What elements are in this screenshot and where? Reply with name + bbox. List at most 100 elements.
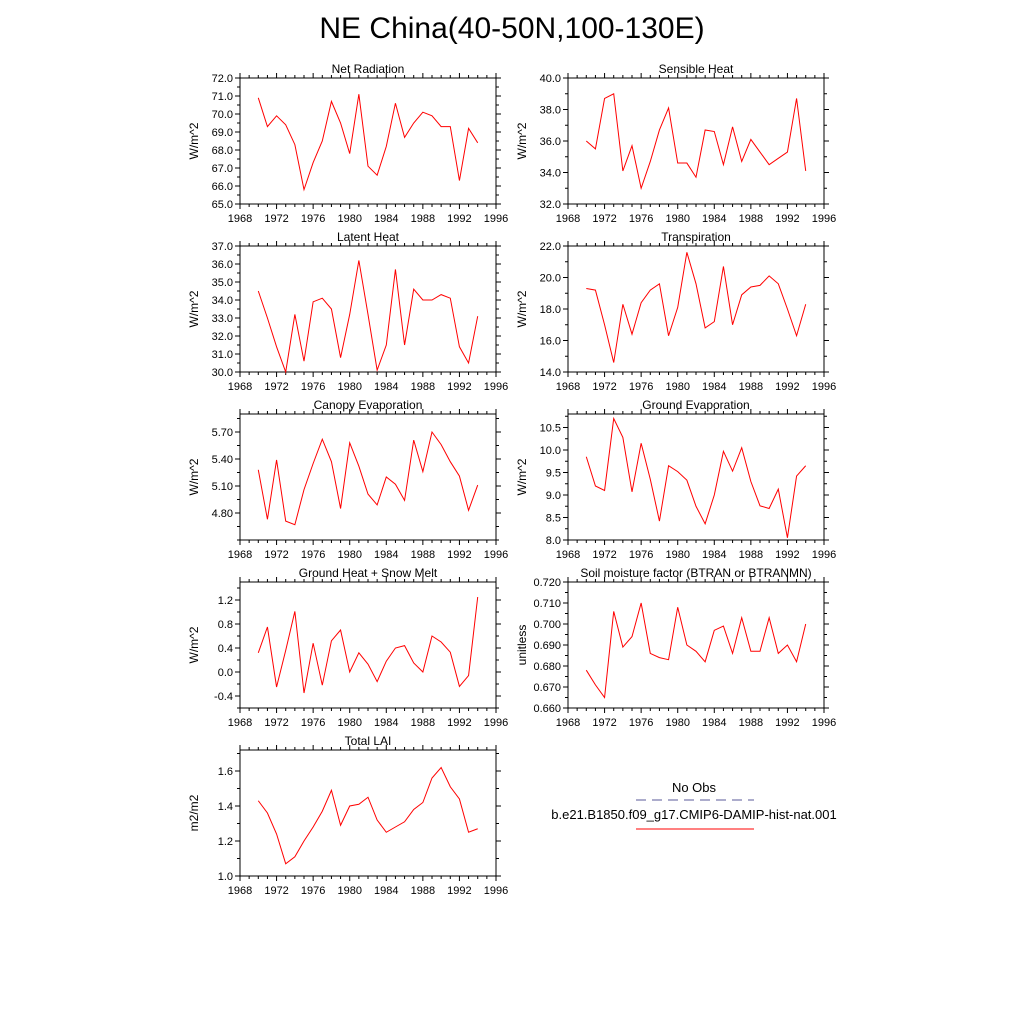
y-tick-label: 0.670 (533, 682, 561, 694)
x-tick-label: 1996 (484, 381, 508, 393)
series-line (257, 596, 479, 694)
x-tick-label: 1988 (411, 213, 435, 225)
x-tick-label: 1996 (812, 381, 836, 393)
y-tick-label: 22.0 (540, 241, 561, 253)
series-line (586, 252, 807, 363)
x-tick-label: 1992 (447, 381, 471, 393)
x-tick-label: 1992 (447, 885, 471, 897)
y-tick-label: 9.5 (546, 468, 561, 480)
y-tick-label: 40.0 (540, 73, 561, 85)
panel-frame (239, 749, 497, 877)
y-tick-label: 8.5 (546, 513, 561, 525)
panel-3: Latent Heat W/m^2 1968 1972 1976 1980 1984 1988… (187, 230, 508, 393)
x-tick-label: 1992 (447, 717, 471, 729)
series-line (585, 602, 807, 699)
x-tick-label: 1984 (374, 549, 398, 561)
y-tick-label: 35.0 (212, 277, 233, 289)
y-tick-label: 20.0 (540, 273, 561, 285)
y-tick-label: 32.0 (540, 199, 561, 211)
panel-title: Sensible Heat (659, 62, 734, 76)
x-tick-label: 1972 (264, 381, 288, 393)
y-tick-label: 34.0 (540, 168, 561, 180)
x-tick-label: 1988 (411, 381, 435, 393)
series-line (257, 260, 479, 374)
x-tick-label: 1968 (556, 549, 580, 561)
y-tick-label: 0.700 (533, 619, 561, 631)
x-tick-label: 1968 (228, 381, 252, 393)
y-tick-label: 38.0 (540, 105, 561, 117)
x-tick-label: 1968 (556, 381, 580, 393)
y-tick-label: 71.0 (212, 91, 233, 103)
series-line (257, 766, 478, 865)
x-tick-label: 1988 (739, 717, 763, 729)
panel-1: Net Radiation W/m^2 1968 1972 1976 1980 1984 19… (187, 62, 508, 225)
x-tick-label: 1976 (301, 213, 325, 225)
x-tick-label: 1968 (556, 717, 580, 729)
y-tick-label: 8.0 (546, 535, 561, 547)
y-axis-label: W/m^2 (187, 458, 201, 495)
x-tick-label: 1992 (775, 549, 799, 561)
x-tick-label: 1980 (665, 213, 689, 225)
panel-9: Total LAI m2/m2 1968 1972 1976 1980 1984 1988 19… (187, 734, 508, 897)
series-line (257, 94, 479, 192)
x-tick-label: 1972 (264, 549, 288, 561)
y-tick-label: 4.80 (212, 508, 233, 520)
x-tick-label: 1972 (592, 381, 616, 393)
x-tick-label: 1988 (739, 549, 763, 561)
x-tick-label: 1968 (228, 549, 252, 561)
x-tick-label: 1972 (592, 549, 616, 561)
y-tick-label: 0.4 (218, 643, 233, 655)
x-tick-label: 1980 (337, 717, 361, 729)
x-tick-label: 1996 (484, 213, 508, 225)
y-tick-label: 16.0 (540, 336, 561, 348)
y-axis-label: W/m^2 (187, 122, 201, 159)
y-tick-label: 67.0 (212, 163, 233, 175)
x-tick-label: 1980 (337, 549, 361, 561)
y-tick-label: 9.0 (546, 490, 561, 502)
x-tick-label: 1976 (629, 213, 653, 225)
y-tick-label: 33.0 (212, 313, 233, 325)
panel-frame (239, 77, 497, 205)
y-axis-label: W/m^2 (515, 122, 529, 159)
x-tick-label: 1968 (556, 213, 580, 225)
x-tick-label: 1996 (484, 549, 508, 561)
y-tick-label: 30.0 (212, 367, 233, 379)
y-axis-label: W/m^2 (187, 626, 201, 663)
legend-label-no-obs: No Obs (672, 780, 717, 795)
x-tick-label: 1988 (411, 885, 435, 897)
x-tick-label: 1972 (264, 213, 288, 225)
x-tick-label: 1984 (702, 717, 726, 729)
x-tick-label: 1972 (592, 717, 616, 729)
x-tick-label: 1996 (484, 885, 508, 897)
panel-5: Canopy Evaporation W/m^2 1968 1972 1976 1980 1… (187, 398, 508, 561)
x-tick-label: 1976 (301, 381, 325, 393)
x-tick-label: 1996 (812, 213, 836, 225)
y-tick-label: 68.0 (212, 145, 233, 157)
x-tick-label: 1996 (812, 717, 836, 729)
x-tick-label: 1976 (301, 717, 325, 729)
y-tick-label: 36.0 (212, 259, 233, 271)
y-tick-label: 31.0 (212, 349, 233, 361)
x-tick-label: 1984 (374, 381, 398, 393)
x-tick-label: 1984 (702, 381, 726, 393)
y-tick-label: 18.0 (540, 304, 561, 316)
x-tick-label: 1992 (447, 549, 471, 561)
panel-title: Ground Evaporation (642, 398, 749, 412)
y-tick-label: 5.40 (212, 454, 233, 466)
series-line (257, 430, 479, 526)
panel-7: Ground Heat + Snow Melt W/m^2 1968 1972 1976… (187, 566, 508, 729)
y-tick-label: 0.8 (218, 619, 233, 631)
y-axis-label: W/m^2 (515, 458, 529, 495)
x-tick-label: 1988 (411, 549, 435, 561)
x-tick-label: 1984 (374, 885, 398, 897)
x-tick-label: 1972 (264, 717, 288, 729)
y-tick-label: 34.0 (212, 295, 233, 307)
y-tick-label: 14.0 (540, 367, 561, 379)
x-tick-label: 1968 (228, 717, 252, 729)
x-tick-label: 1980 (337, 885, 361, 897)
panel-frame (567, 581, 825, 709)
legend: No Obs b.e21.B1850.f09_g17.CMIP6-DAMIP-hi… (551, 780, 837, 830)
x-tick-label: 1992 (775, 213, 799, 225)
x-tick-label: 1976 (301, 885, 325, 897)
y-tick-label: 0.690 (533, 640, 561, 652)
